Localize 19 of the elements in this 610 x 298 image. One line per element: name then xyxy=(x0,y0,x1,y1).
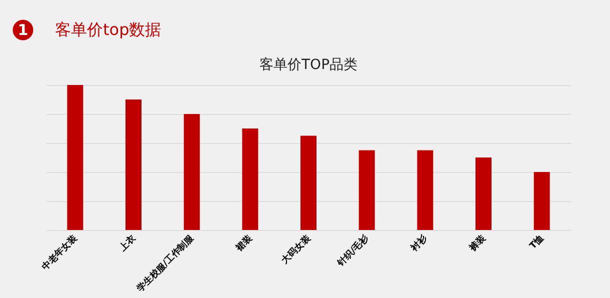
bar xyxy=(242,128,258,230)
text: 客单价top数据 xyxy=(55,20,162,39)
bar xyxy=(300,136,316,230)
x-tick-label: 大码女装 xyxy=(280,232,314,266)
bar xyxy=(534,172,550,230)
chart-title: 客单价TOP品类 xyxy=(259,56,358,73)
text: 1 xyxy=(18,21,28,39)
bar xyxy=(417,150,434,230)
x-tick-label: 针织/毛衫 xyxy=(334,232,372,270)
x-tick-label: 中老年女装 xyxy=(40,232,80,273)
x-tick-label: 衬衫 xyxy=(408,232,430,254)
x-tick-label: 裤装 xyxy=(466,232,488,254)
bar xyxy=(476,158,492,230)
bar xyxy=(67,85,84,230)
x-tick-label: T恤 xyxy=(528,232,546,252)
bar xyxy=(358,150,375,230)
bar xyxy=(126,100,142,230)
bar xyxy=(184,114,200,230)
x-tick-label: 裙装 xyxy=(233,232,256,254)
